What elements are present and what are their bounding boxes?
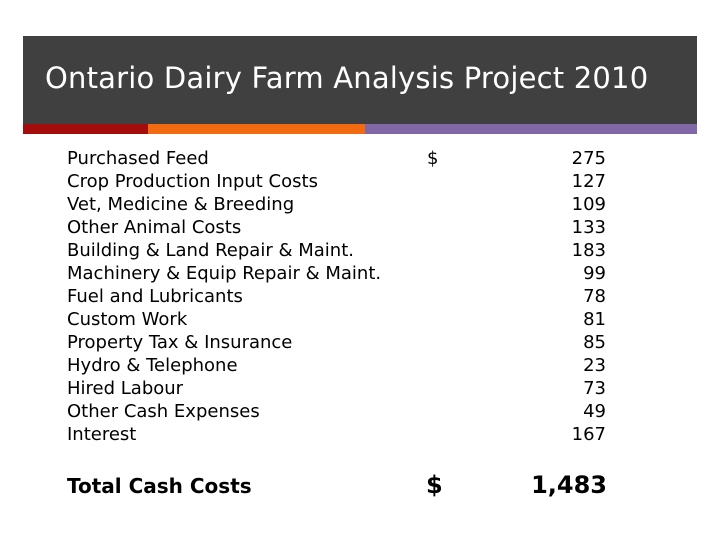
cost-label: Custom Work — [67, 309, 188, 330]
cost-row: Vet, Medicine & Breeding 109 — [0, 193, 720, 216]
cost-row: Other Animal Costs 133 — [0, 216, 720, 239]
accent-bar-purple — [365, 124, 697, 134]
accent-bar-red — [23, 124, 148, 134]
cost-label: Machinery & Equip Repair & Maint. — [67, 263, 382, 284]
cost-value: 99 — [583, 263, 606, 284]
cost-label: Property Tax & Insurance — [67, 332, 293, 353]
cost-label: Interest — [67, 424, 137, 445]
cost-value: 49 — [583, 401, 606, 422]
total-value: 1,483 — [531, 471, 607, 499]
cost-label: Purchased Feed — [67, 148, 209, 169]
cost-value: 167 — [571, 424, 606, 445]
cost-list: Purchased Feed $ 275 Crop Production Inp… — [0, 147, 720, 446]
cost-value: 73 — [583, 378, 606, 399]
cost-value: 109 — [571, 194, 606, 215]
cost-label: Crop Production Input Costs — [67, 171, 318, 192]
cost-row: Interest 167 — [0, 423, 720, 446]
cost-row: Property Tax & Insurance 85 — [0, 331, 720, 354]
cost-label: Building & Land Repair & Maint. — [67, 240, 354, 261]
accent-bar-orange — [148, 124, 365, 134]
cost-label: Hydro & Telephone — [67, 355, 238, 376]
cost-value: 81 — [583, 309, 606, 330]
cost-row: Machinery & Equip Repair & Maint. 99 — [0, 262, 720, 285]
cost-value: 183 — [571, 240, 606, 261]
slide-title: Ontario Dairy Farm Analysis Project 2010 — [45, 61, 649, 95]
total-row: Total Cash Costs $ 1,483 — [0, 470, 720, 502]
cost-value: 133 — [571, 217, 606, 238]
cost-value: 78 — [583, 286, 606, 307]
cost-label: Vet, Medicine & Breeding — [67, 194, 295, 215]
cost-value: 127 — [571, 171, 606, 192]
cost-label: Other Cash Expenses — [67, 401, 260, 422]
cost-value: 275 — [571, 148, 606, 169]
cost-value: 85 — [583, 332, 606, 353]
total-label: Total Cash Costs — [67, 474, 252, 498]
cost-row: Hired Labour 73 — [0, 377, 720, 400]
total-currency-symbol: $ — [426, 471, 443, 499]
cost-value: 23 — [583, 355, 606, 376]
cost-label: Fuel and Lubricants — [67, 286, 243, 307]
cost-row: Other Cash Expenses 49 — [0, 400, 720, 423]
currency-symbol: $ — [427, 148, 439, 169]
cost-row: Hydro & Telephone 23 — [0, 354, 720, 377]
cost-row: Custom Work 81 — [0, 308, 720, 331]
cost-row: Fuel and Lubricants 78 — [0, 285, 720, 308]
cost-row: Purchased Feed $ 275 — [0, 147, 720, 170]
cost-label: Other Animal Costs — [67, 217, 242, 238]
cost-label: Hired Labour — [67, 378, 184, 399]
cost-row: Building & Land Repair & Maint. 183 — [0, 239, 720, 262]
title-bar: Ontario Dairy Farm Analysis Project 2010 — [23, 36, 697, 124]
cost-row: Crop Production Input Costs 127 — [0, 170, 720, 193]
